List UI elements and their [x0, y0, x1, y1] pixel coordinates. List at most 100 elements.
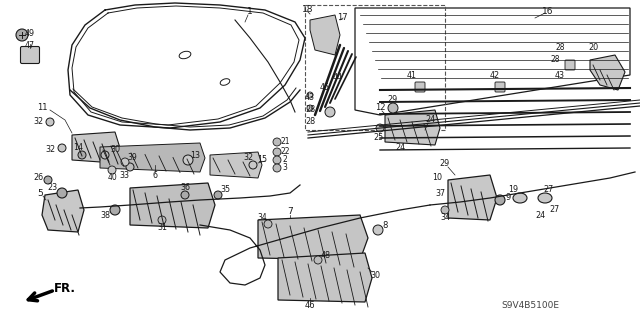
Text: 43: 43: [555, 71, 565, 80]
Text: 21: 21: [280, 137, 290, 146]
Text: 24: 24: [425, 115, 435, 124]
Polygon shape: [310, 15, 340, 55]
Text: 12: 12: [375, 103, 385, 113]
Circle shape: [46, 118, 54, 126]
Text: 11: 11: [36, 103, 47, 113]
Circle shape: [121, 158, 129, 166]
Text: 23: 23: [47, 183, 57, 192]
Text: 45: 45: [320, 84, 330, 93]
Text: 41: 41: [407, 71, 417, 80]
Circle shape: [126, 163, 134, 171]
Text: 20: 20: [588, 43, 598, 53]
Circle shape: [264, 220, 272, 228]
Text: 32: 32: [45, 145, 55, 154]
Polygon shape: [100, 143, 205, 172]
Circle shape: [388, 103, 398, 113]
Circle shape: [249, 161, 257, 169]
Polygon shape: [590, 55, 625, 90]
Text: 29: 29: [440, 159, 450, 167]
Circle shape: [101, 151, 109, 159]
Text: 19: 19: [508, 186, 518, 195]
Text: 30: 30: [370, 271, 380, 279]
Text: 6: 6: [152, 172, 157, 181]
Ellipse shape: [538, 193, 552, 203]
Circle shape: [58, 144, 66, 152]
Text: FR.: FR.: [54, 283, 76, 295]
Circle shape: [16, 29, 28, 41]
FancyBboxPatch shape: [495, 82, 505, 92]
Text: 36: 36: [180, 183, 190, 192]
Text: 16: 16: [542, 8, 554, 17]
Polygon shape: [130, 183, 215, 228]
Text: 17: 17: [337, 12, 348, 21]
Text: 13: 13: [190, 151, 200, 160]
Text: 35: 35: [220, 186, 230, 195]
Text: 27: 27: [543, 186, 553, 195]
Circle shape: [307, 92, 313, 98]
Text: 9: 9: [506, 194, 511, 203]
Text: 47: 47: [25, 41, 35, 49]
Polygon shape: [278, 253, 372, 302]
Bar: [305, 5, 445, 130]
Text: 14: 14: [73, 144, 83, 152]
Text: 3: 3: [283, 164, 287, 173]
Text: 22: 22: [280, 147, 290, 157]
Text: 26: 26: [33, 174, 43, 182]
Circle shape: [314, 256, 322, 264]
Text: 31: 31: [157, 224, 167, 233]
Polygon shape: [258, 215, 368, 260]
Text: 15: 15: [257, 155, 267, 165]
Polygon shape: [448, 175, 497, 220]
Polygon shape: [42, 190, 84, 232]
Polygon shape: [210, 152, 262, 178]
Text: 46: 46: [305, 300, 316, 309]
Circle shape: [441, 206, 449, 214]
Text: 42: 42: [490, 71, 500, 80]
Circle shape: [78, 151, 86, 159]
Polygon shape: [385, 110, 440, 145]
FancyBboxPatch shape: [20, 47, 40, 63]
Text: 40: 40: [107, 174, 117, 182]
Text: 1: 1: [247, 8, 253, 17]
Text: 48: 48: [321, 250, 331, 259]
Text: 2: 2: [283, 155, 287, 165]
Circle shape: [273, 164, 281, 172]
Text: 7: 7: [287, 207, 293, 217]
Circle shape: [273, 138, 281, 146]
Text: 24: 24: [395, 144, 405, 152]
Circle shape: [57, 188, 67, 198]
Text: 28: 28: [556, 43, 564, 53]
Circle shape: [273, 156, 281, 164]
Circle shape: [273, 148, 281, 156]
Text: 28: 28: [305, 106, 315, 115]
Circle shape: [307, 105, 313, 111]
Text: 44: 44: [333, 73, 343, 83]
Text: 18: 18: [302, 5, 314, 14]
Circle shape: [158, 216, 166, 224]
Text: 43: 43: [305, 93, 315, 102]
Text: 30: 30: [110, 145, 120, 154]
Text: 32: 32: [243, 152, 253, 161]
Text: 5: 5: [37, 189, 43, 197]
Polygon shape: [72, 132, 120, 163]
Circle shape: [214, 191, 222, 199]
Circle shape: [44, 176, 52, 184]
Text: S9V4B5100E: S9V4B5100E: [501, 300, 559, 309]
Circle shape: [108, 166, 116, 174]
FancyBboxPatch shape: [415, 82, 425, 92]
Circle shape: [376, 124, 384, 132]
Ellipse shape: [513, 193, 527, 203]
Circle shape: [183, 155, 193, 165]
Text: 24: 24: [535, 211, 545, 219]
Circle shape: [495, 195, 505, 205]
Text: 34: 34: [440, 213, 450, 222]
Circle shape: [110, 205, 120, 215]
Circle shape: [181, 191, 189, 199]
Circle shape: [373, 225, 383, 235]
Circle shape: [325, 107, 335, 117]
Text: 33: 33: [119, 170, 129, 180]
Text: 8: 8: [382, 220, 388, 229]
FancyBboxPatch shape: [565, 60, 575, 70]
Text: 37: 37: [435, 189, 445, 197]
Text: 29: 29: [388, 95, 398, 105]
